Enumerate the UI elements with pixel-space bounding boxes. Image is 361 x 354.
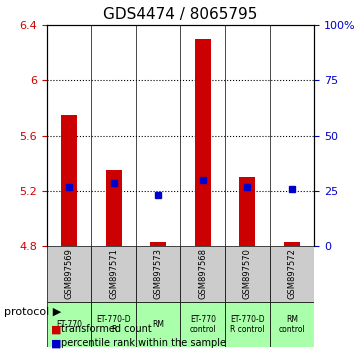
Bar xyxy=(284,242,300,246)
FancyBboxPatch shape xyxy=(270,246,314,302)
FancyBboxPatch shape xyxy=(91,302,136,347)
Bar xyxy=(195,39,210,246)
Text: ET-770-D
R: ET-770-D R xyxy=(96,315,131,334)
FancyBboxPatch shape xyxy=(270,302,314,347)
FancyBboxPatch shape xyxy=(91,246,136,302)
Text: RM: RM xyxy=(152,320,164,329)
FancyBboxPatch shape xyxy=(47,246,91,302)
Text: ET-770-D
R control: ET-770-D R control xyxy=(230,315,265,334)
Text: ■: ■ xyxy=(51,338,61,348)
Bar xyxy=(239,177,255,246)
Title: GDS4474 / 8065795: GDS4474 / 8065795 xyxy=(103,7,258,22)
Bar xyxy=(106,170,122,246)
FancyBboxPatch shape xyxy=(180,246,225,302)
Text: GSM897572: GSM897572 xyxy=(287,249,296,299)
Text: ■: ■ xyxy=(51,324,61,334)
Text: ET-770
control: ET-770 control xyxy=(190,315,216,334)
FancyBboxPatch shape xyxy=(225,302,270,347)
Text: protocol ▶: protocol ▶ xyxy=(4,307,61,316)
Text: GSM897569: GSM897569 xyxy=(65,249,74,299)
Text: GSM897570: GSM897570 xyxy=(243,249,252,299)
Bar xyxy=(61,115,77,246)
FancyBboxPatch shape xyxy=(136,246,180,302)
FancyBboxPatch shape xyxy=(180,302,225,347)
Text: RM
control: RM control xyxy=(278,315,305,334)
Text: GSM897573: GSM897573 xyxy=(154,249,163,299)
Text: GSM897568: GSM897568 xyxy=(198,249,207,299)
FancyBboxPatch shape xyxy=(225,246,270,302)
FancyBboxPatch shape xyxy=(136,302,180,347)
Text: GSM897571: GSM897571 xyxy=(109,249,118,299)
Text: percentile rank within the sample: percentile rank within the sample xyxy=(61,338,226,348)
Bar xyxy=(151,242,166,246)
FancyBboxPatch shape xyxy=(47,302,91,347)
Text: ET-770: ET-770 xyxy=(56,320,82,329)
Text: transformed count: transformed count xyxy=(61,324,152,334)
